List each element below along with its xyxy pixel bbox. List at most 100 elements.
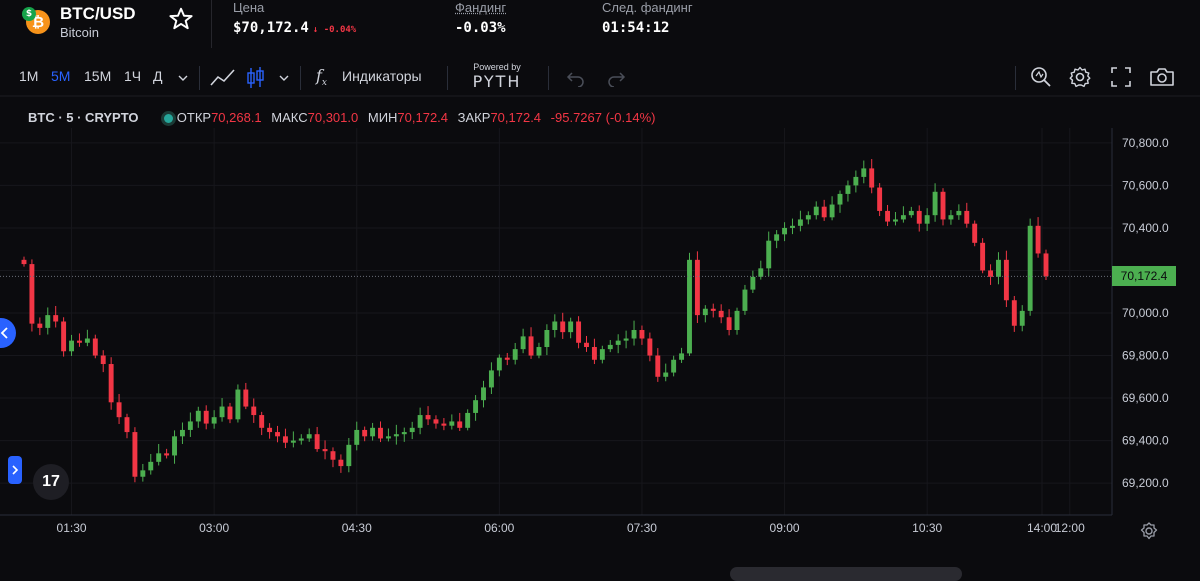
header-divider (211, 0, 212, 48)
candle (504, 352, 510, 366)
interval-1h[interactable]: 1Ч (124, 68, 142, 84)
candle (536, 342, 542, 359)
next-funding-stat: След. фандинг 01:54:12 (602, 0, 742, 36)
candle (306, 428, 312, 442)
candle (980, 238, 986, 274)
bitcoin-icon: ₿ $ (22, 7, 50, 34)
candle (718, 304, 724, 324)
candle (393, 424, 399, 445)
candle-body (481, 387, 486, 401)
price-tick: 69,200.0 (1122, 476, 1169, 490)
candle-body (354, 429, 360, 445)
candle-body (92, 338, 98, 356)
candle-body (996, 259, 1001, 277)
high-label: МАКС (271, 110, 308, 125)
candle (607, 339, 613, 353)
symbol-title[interactable]: BTC · 5 · CRYPTO (28, 110, 139, 125)
candle (172, 430, 177, 464)
gear-icon[interactable] (1068, 65, 1092, 89)
interval-15m[interactable]: 15М (84, 68, 112, 84)
candle (290, 431, 296, 448)
candle-body (631, 330, 637, 339)
interval-day[interactable]: Д (153, 68, 163, 84)
fx-icon[interactable]: fx (316, 66, 327, 89)
candle-body (718, 310, 724, 318)
chevron-down-icon[interactable] (278, 72, 290, 84)
candle-body (774, 234, 780, 241)
candle (362, 426, 368, 442)
candle (869, 159, 875, 194)
tradingview-logo[interactable]: 17 (33, 464, 69, 500)
candle-body (726, 317, 732, 331)
candle (473, 395, 479, 421)
candle-body (69, 340, 74, 352)
quick-search-icon[interactable] (1029, 65, 1053, 89)
candle-body (393, 434, 399, 437)
candle-body (290, 440, 296, 443)
bottom-panel-handle[interactable] (730, 567, 962, 581)
expand-toolbar-button[interactable] (8, 456, 22, 484)
candle (100, 350, 106, 373)
candle-body (671, 359, 677, 373)
camera-icon[interactable] (1149, 66, 1175, 88)
candle-body (797, 219, 803, 226)
favorite-star-icon[interactable] (168, 6, 194, 32)
toolbar-divider (1015, 66, 1016, 90)
close-value: 70,172.4 (490, 110, 542, 125)
gear-icon[interactable] (1138, 520, 1160, 542)
candle (1043, 249, 1049, 280)
line-chart-icon[interactable] (209, 66, 237, 90)
indicators-button[interactable]: Индикаторы (342, 68, 422, 84)
candle-body (21, 259, 27, 265)
candle (1027, 218, 1033, 316)
collapse-panel-button[interactable] (0, 318, 16, 348)
price-tick: 69,800.0 (1122, 349, 1169, 363)
candle (338, 454, 344, 473)
candle-body (433, 419, 439, 424)
chevron-down-icon[interactable] (177, 72, 189, 84)
candle-body (829, 204, 835, 218)
interval-5m[interactable]: 5М (51, 68, 71, 84)
candle (512, 342, 518, 365)
candle-body (908, 210, 914, 216)
asset-selector[interactable]: ₿ $ BTC/USD Bitcoin (20, 4, 200, 44)
interval-1m[interactable]: 1М (19, 68, 39, 84)
candle-body (1003, 259, 1009, 301)
candle-body (679, 353, 685, 360)
candle-body (378, 427, 383, 439)
price-tick: 70,000.0 (1122, 306, 1169, 320)
candle (314, 426, 320, 452)
candle-body (61, 321, 67, 352)
candle (77, 333, 82, 347)
close-label: ЗАКР (457, 110, 491, 125)
redo-icon[interactable] (606, 69, 626, 87)
candle-body (203, 410, 209, 424)
funding-label[interactable]: Фандинг (455, 0, 507, 15)
candle (964, 202, 970, 228)
candle (330, 447, 336, 468)
undo-icon[interactable] (566, 69, 586, 87)
candle-body (790, 225, 795, 228)
candle (758, 260, 764, 280)
candle (726, 309, 732, 336)
candle-body (235, 389, 241, 420)
candle (124, 413, 130, 439)
candles-icon[interactable] (244, 65, 268, 91)
candle (694, 251, 700, 323)
candle-body (496, 357, 502, 371)
chevron-left-icon (0, 327, 8, 339)
price-change: ↓ -0.04% (312, 25, 357, 35)
fullscreen-icon[interactable] (1110, 66, 1132, 88)
candle-body (948, 215, 954, 220)
candle (275, 425, 280, 443)
candle-body (813, 206, 819, 216)
candle-body (869, 168, 875, 188)
candle-body (845, 185, 851, 194)
candle-body (148, 461, 154, 471)
funding-stat: Фандинг -0.03% (455, 0, 575, 36)
candle-body (108, 364, 114, 403)
candle (259, 411, 265, 436)
pair-title: BTC/USD (60, 4, 136, 23)
candle-body (956, 210, 962, 216)
candle-body (251, 406, 257, 416)
